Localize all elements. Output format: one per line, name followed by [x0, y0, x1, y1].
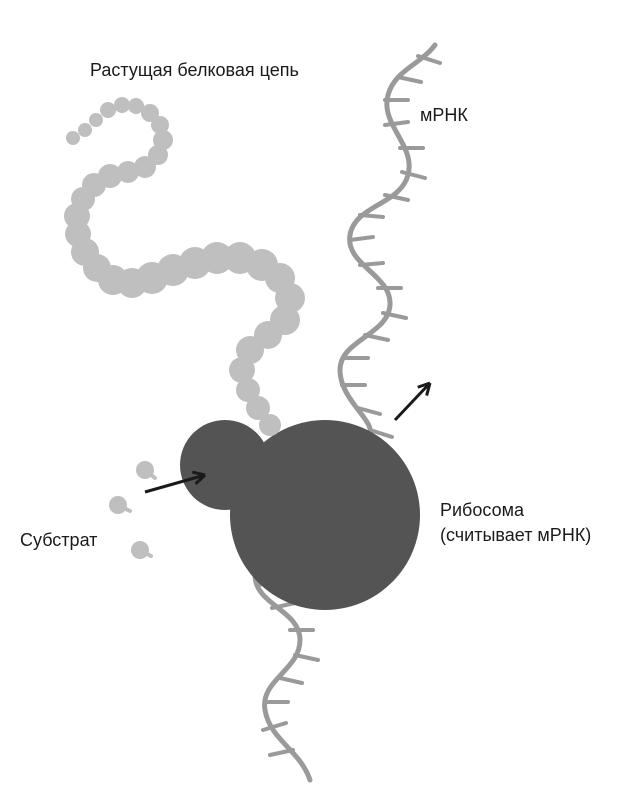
- label-ribosome-sub: (считывает мРНК): [440, 525, 591, 546]
- label-ribosome: Рибосома: [440, 500, 524, 521]
- label-mrna: мРНК: [420, 105, 468, 126]
- substrate-molecules: [109, 461, 155, 559]
- mrna-strand: [255, 45, 440, 780]
- ribosome: [180, 420, 420, 610]
- label-substrate: Субстрат: [20, 530, 97, 551]
- diagram-canvas: [0, 0, 635, 788]
- protein-chain: [64, 97, 305, 436]
- label-growing-chain: Растущая белковая цепь: [90, 60, 299, 81]
